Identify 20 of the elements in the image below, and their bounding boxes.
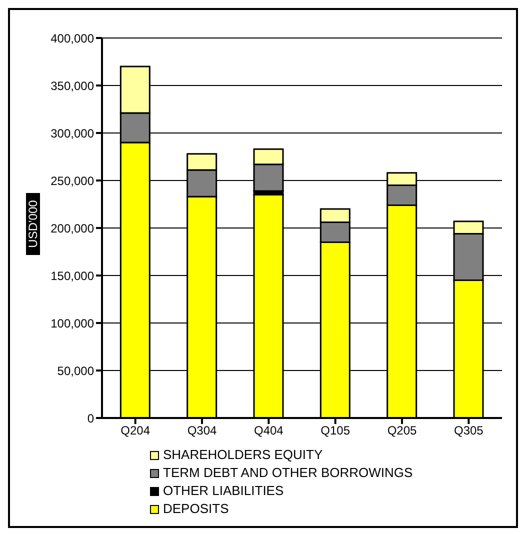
legend-label: DEPOSITS	[162, 500, 230, 518]
x-tick-label: Q205	[387, 424, 417, 438]
x-tick-label: Q204	[120, 424, 150, 438]
legend-label: OTHER LIABILITIES	[162, 482, 285, 500]
y-tick-label: 300,000	[50, 126, 94, 140]
x-tick-label: Q304	[187, 424, 217, 438]
legend-label: TERM DEBT AND OTHER BORROWINGS	[162, 464, 414, 482]
y-tick-label: 400,000	[50, 31, 94, 46]
y-tick-label: 200,000	[50, 221, 94, 236]
x-tick-label: Q105	[320, 424, 350, 438]
y-tick-label: 0	[87, 411, 94, 426]
x-tick-label: Q305	[454, 424, 484, 438]
y-tick-label: 350,000	[50, 78, 94, 93]
y-axis-title: USD'000	[26, 193, 40, 255]
y-tick-label: 50,000	[57, 364, 94, 378]
legend-label: SHAREHOLDERS EQUITY	[162, 446, 324, 464]
y-tick-label: 250,000	[50, 174, 94, 188]
x-tick-label: Q404	[254, 424, 284, 438]
y-tick-label: 100,000	[50, 316, 94, 330]
y-tick-label: 150,000	[50, 268, 94, 283]
